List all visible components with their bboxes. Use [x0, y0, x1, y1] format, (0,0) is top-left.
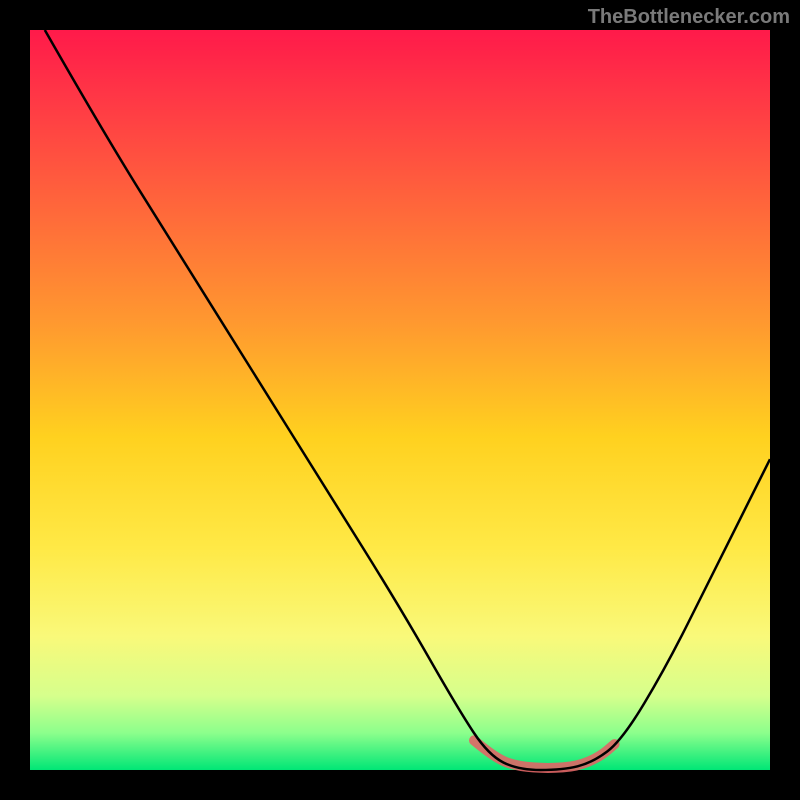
plot-gradient-background — [30, 30, 770, 770]
chart-container: TheBottlenecker.com — [0, 0, 800, 800]
watermark-text: TheBottlenecker.com — [588, 6, 790, 29]
bottleneck-curve-chart — [0, 0, 800, 800]
